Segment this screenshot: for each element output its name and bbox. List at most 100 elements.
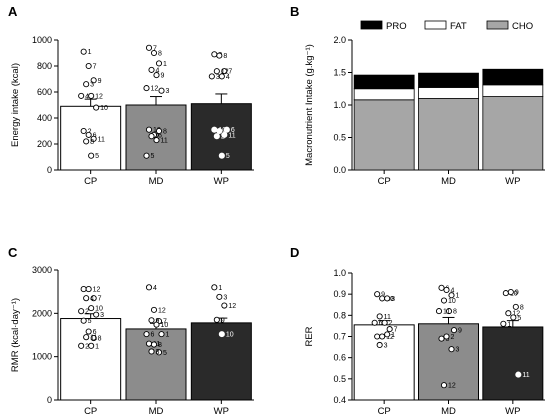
panel-letter: B: [290, 4, 299, 19]
legend-swatch: [424, 20, 447, 30]
data-point: [90, 135, 97, 142]
data-point: [148, 66, 155, 73]
panel-a: A 0 200 400 600 800 1000 Energy intake (kcal) CP…: [8, 4, 254, 187]
bar-segment-cho: [353, 99, 415, 171]
data-point: [510, 314, 517, 321]
data-point-label: 5: [517, 315, 521, 322]
data-point: [153, 137, 160, 144]
data-point: [88, 305, 95, 312]
panel-b: B 0.0 0.5 1.0 1.5 2.0 Macronutrient Intake (g.…: [290, 4, 545, 187]
data-point: [384, 331, 391, 338]
y-tick-label: 400: [37, 113, 52, 123]
data-point-label: 8: [98, 336, 102, 343]
data-point: [78, 308, 85, 315]
data-point: [148, 317, 155, 324]
bar: [482, 326, 544, 401]
data-point: [150, 49, 158, 57]
y-tick-label: 0.6: [333, 353, 346, 363]
data-point: [155, 60, 163, 67]
data-point: [221, 131, 228, 138]
legend-label: CHO: [512, 21, 533, 32]
x-tick-label: MD: [149, 176, 164, 187]
panel-letter: A: [8, 4, 18, 19]
x-tick-label: WP: [214, 406, 229, 416]
data-point-label: 2: [85, 309, 89, 316]
data-point-label: 8: [163, 129, 167, 136]
legend-label: FAT: [450, 21, 467, 32]
y-tick-label: 0.0: [333, 165, 346, 175]
data-point: [83, 295, 90, 302]
y-tick-label: 600: [37, 87, 52, 97]
data-point-label: 7: [153, 45, 157, 52]
data-point-label: 4: [226, 74, 230, 81]
x-tick-label: MD: [441, 406, 456, 416]
data-point: [223, 126, 230, 133]
data-point-label: 3: [384, 342, 388, 349]
bar: [60, 105, 122, 171]
data-point-label: 5: [151, 153, 155, 160]
data-point: [448, 346, 455, 353]
bar-segment-cho: [418, 98, 479, 171]
data-point: [448, 292, 455, 299]
y-tick-label: 0.7: [333, 332, 346, 342]
data-point: [155, 127, 163, 135]
data-point-label: 4: [451, 287, 455, 294]
data-point-label: 9: [221, 317, 225, 324]
data-point-label: 11: [161, 138, 168, 145]
y-tick-label: 1000: [32, 352, 52, 362]
panel-letter: D: [290, 245, 299, 260]
data-point: [208, 73, 215, 80]
data-point: [381, 319, 388, 326]
data-point: [218, 152, 225, 159]
data-point-label: 1: [166, 332, 170, 339]
data-point: [80, 317, 87, 324]
data-point-label: 1: [218, 285, 222, 292]
y-axis-title: RER: [304, 326, 315, 346]
data-point: [85, 131, 92, 138]
y-axis-title: RMR (kcal·day⁻¹): [10, 298, 21, 372]
data-point: [440, 382, 448, 389]
data-point-label: 5: [95, 153, 99, 160]
x-tick-label: CP: [84, 406, 97, 416]
y-tick-label: 3000: [32, 265, 52, 275]
y-tick-label: 0.5: [333, 374, 346, 384]
data-point: [80, 127, 87, 135]
data-point-label: 7: [394, 327, 398, 334]
data-point-label: 3: [216, 74, 220, 81]
data-point-label: 2: [451, 334, 455, 341]
data-point-label: 5: [163, 350, 167, 357]
data-point: [145, 44, 153, 51]
data-point: [88, 342, 95, 349]
x-tick-label: WP: [505, 406, 520, 416]
data-point-label: 12: [386, 334, 394, 341]
data-point-label: 9: [381, 292, 385, 299]
y-tick-label: 200: [37, 139, 52, 149]
data-point: [93, 104, 100, 111]
data-point: [443, 333, 450, 340]
data-point: [371, 319, 378, 326]
x-tick-label: CP: [378, 406, 391, 416]
data-point: [90, 334, 97, 342]
legend-label: PRO: [386, 21, 407, 32]
data-point-label: 6: [379, 320, 383, 327]
data-point-label: 4: [85, 93, 89, 100]
data-point-label: 12: [95, 93, 103, 100]
data-point: [158, 87, 165, 94]
data-point: [443, 286, 450, 293]
data-point: [145, 340, 153, 347]
data-point: [145, 126, 153, 133]
data-point-label: 10: [100, 105, 108, 112]
bar: [190, 103, 252, 171]
data-point-label: 3: [456, 347, 460, 354]
data-point: [502, 290, 509, 297]
data-point: [148, 348, 155, 355]
y-tick-label: 1000: [32, 35, 52, 45]
data-point-label: 10: [386, 296, 394, 303]
data-point-label: 12: [448, 383, 456, 390]
y-tick-label: 1.0: [333, 100, 346, 110]
data-point: [216, 127, 223, 135]
data-point-label: 2: [156, 134, 160, 141]
panel-letter: C: [8, 245, 18, 260]
data-point: [216, 52, 223, 59]
data-point-label: 12: [512, 311, 520, 318]
